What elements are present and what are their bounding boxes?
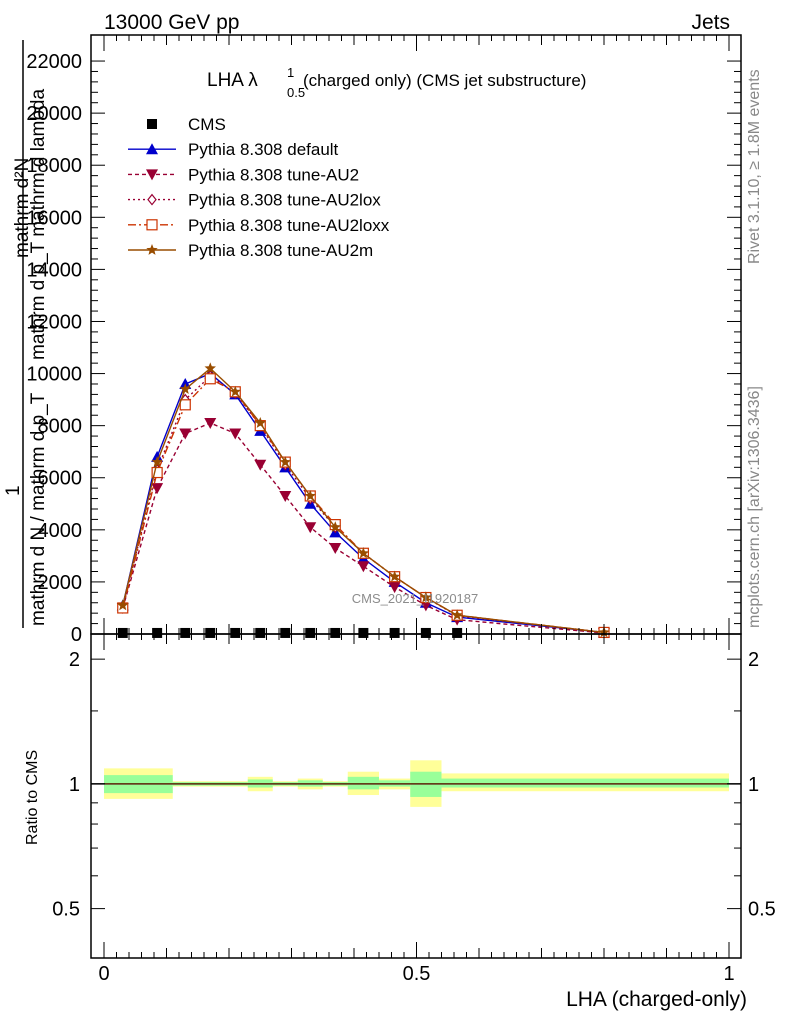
main-ytick-label-11: 22000 <box>26 51 82 73</box>
ratio-ytick-label-2: 2 <box>69 649 80 671</box>
legend-marker-1 <box>146 143 158 155</box>
series-2-point-10 <box>388 582 401 594</box>
series-line-2 <box>122 422 605 634</box>
ratio-ytick-label-0: 0.5 <box>52 899 80 921</box>
series-5-point-0 <box>117 599 129 611</box>
series-5-point-9 <box>357 547 370 559</box>
series-2-point-7 <box>304 522 317 534</box>
series-0-point-9 <box>358 627 369 638</box>
plot-title-sub: 0.5 <box>287 85 305 100</box>
ylabel-prefactor: 1 <box>3 485 24 496</box>
legend-label-4: Pythia 8.308 tune-AU2loxx <box>188 216 390 235</box>
ratio-xtick-label-0: 0 <box>98 963 109 985</box>
series-4-point-3 <box>204 373 216 385</box>
series-2-point-6 <box>279 490 292 502</box>
series-5-point-8 <box>329 521 341 533</box>
main-panel-content <box>116 362 610 639</box>
mcplots-label: mcplots.cern.ch [arXiv:1306.3436] <box>746 386 763 628</box>
ratio-ytick-label-1: 1 <box>69 774 80 796</box>
series-5-point-11 <box>420 591 432 603</box>
series-2-point-5 <box>254 459 267 471</box>
ratio-panel-content <box>91 760 741 807</box>
header-left: 13000 GeV pp <box>104 11 239 34</box>
ylabel-denominator: mathrm d N / mathrm d p_T <box>28 392 49 626</box>
series-4-point-2 <box>179 399 191 411</box>
main-ytick-label-8: 16000 <box>26 207 82 229</box>
legend-marker-2 <box>146 169 158 181</box>
series-0-point-12 <box>452 627 463 638</box>
ratio-ytick-label-right-2: 2 <box>748 649 759 671</box>
series-0-point-3 <box>205 627 216 638</box>
watermark: CMS_2021_I1920187 <box>352 591 479 606</box>
series-0-point-1 <box>152 627 163 638</box>
legend-label-2: Pythia 8.308 tune-AU2 <box>188 165 359 184</box>
main-ytick-label-6: 12000 <box>26 311 82 333</box>
ratio-ytick-label-right-0: 0.5 <box>748 899 776 921</box>
series-5-point-6 <box>279 456 291 467</box>
main-ytick-label-9: 18000 <box>26 155 82 177</box>
series-5-point-3 <box>204 362 216 374</box>
legend: CMS Pythia 8.308 default Pythia 8.308 tune… <box>128 115 390 260</box>
plot-title-main: LHA λ <box>207 70 258 91</box>
ratio-xtick-label-1: 0.5 <box>403 963 431 985</box>
plot-title: LHA λ 1 0.5 (charged only) (CMS jet subs… <box>207 65 586 100</box>
ratio-inner-band-9 <box>441 778 729 788</box>
legend-label-5: Pythia 8.308 tune-AU2m <box>188 241 373 260</box>
series-2-point-3 <box>204 418 217 430</box>
header-right: Jets <box>691 11 730 34</box>
series-2-point-8 <box>329 543 342 555</box>
ylabel-numerator-bottom: mathrm d p_T mathrm d lambda <box>28 89 49 360</box>
main-ytick-label-1: 2000 <box>38 572 83 594</box>
series-0-point-2 <box>180 627 191 638</box>
legend-marker-5 <box>146 244 158 255</box>
plot-title-sup: 1 <box>287 65 294 80</box>
series-0-point-4 <box>230 627 241 638</box>
main-ytick-label-10: 20000 <box>26 103 82 125</box>
series-5-point-12 <box>451 609 463 621</box>
series-2-point-9 <box>357 561 370 573</box>
rivet-label: Rivet 3.1.10, ≥ 1.8M events <box>746 69 763 264</box>
series-0-point-6 <box>280 627 291 638</box>
series-0-point-11 <box>420 627 431 638</box>
series-line-5 <box>122 367 605 634</box>
series-0-point-5 <box>255 627 266 638</box>
main-y-axis-label: mathrm d²N mathrm d p_T mathrm d lambda … <box>3 40 49 628</box>
legend-label-1: Pythia 8.308 default <box>188 140 339 159</box>
main-ytick-label-0: 0 <box>71 624 82 646</box>
main-ytick-label-5: 10000 <box>26 364 82 386</box>
main-ytick-label-7: 14000 <box>26 259 82 281</box>
series-4-point-1 <box>151 466 163 479</box>
series-0-point-10 <box>389 627 400 638</box>
ratio-xtick-label-2: 1 <box>723 963 734 985</box>
series-2-point-4 <box>229 428 242 440</box>
ratio-ytick-label-right-1: 1 <box>748 774 759 796</box>
series-0-point-7 <box>305 627 316 638</box>
main-ytick-label-3: 6000 <box>38 468 83 490</box>
series-0-point-0 <box>117 627 128 638</box>
legend-marker-4 <box>146 219 158 231</box>
ratio-y-axis-label: Ratio to CMS <box>24 750 41 845</box>
x-axis-label: LHA (charged-only) <box>566 988 747 1011</box>
legend-marker-3 <box>147 193 157 206</box>
svg-text:LHA λ: LHA λ <box>207 70 258 91</box>
series-5-point-1 <box>151 456 163 467</box>
series-0-point-8 <box>330 627 341 638</box>
series-5-point-7 <box>304 490 316 501</box>
series-5-point-5 <box>254 417 266 428</box>
main-ytick-label-4: 8000 <box>38 416 83 438</box>
main-ytick-label-2: 4000 <box>38 520 83 542</box>
plot-title-rest: (charged only) (CMS jet substructure) <box>303 71 586 90</box>
legend-marker-0 <box>147 119 157 129</box>
series-2-point-1 <box>151 483 164 495</box>
legend-label-0: CMS <box>188 115 226 134</box>
series-5-point-2 <box>179 383 191 394</box>
series-5-point-10 <box>388 570 401 582</box>
series-2-point-2 <box>179 428 192 440</box>
legend-label-3: Pythia 8.308 tune-AU2lox <box>188 191 381 210</box>
series-5-point-4 <box>229 385 241 397</box>
